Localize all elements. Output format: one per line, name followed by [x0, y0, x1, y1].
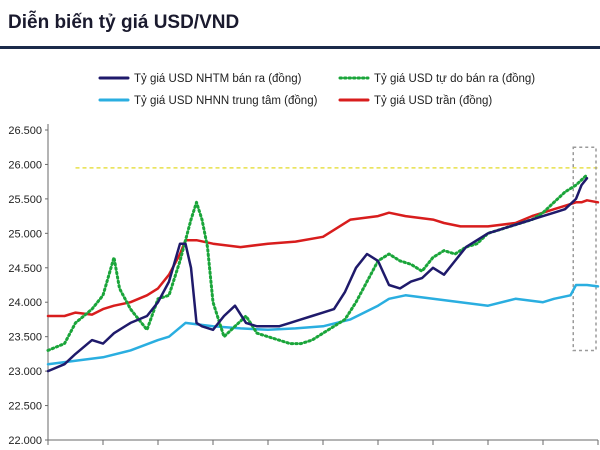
y-tick-label: 25.000 — [8, 228, 42, 240]
y-tick-label: 23.000 — [8, 366, 42, 378]
y-tick-label: 25.500 — [8, 194, 42, 206]
series-line-tran — [46, 199, 600, 318]
title-divider — [0, 46, 600, 49]
legend-label-tran: Tỷ giá USD trần (đồng) — [374, 95, 492, 107]
y-tick-label: 22.000 — [8, 435, 42, 447]
chart-title: Diễn biến tỷ giá USD/VND — [8, 12, 240, 33]
series-line-nhnn — [46, 283, 600, 366]
y-tick-label: 26.500 — [8, 125, 42, 137]
legend-label-tudo: Tỷ giá USD tự do bán ra (đồng) — [374, 73, 535, 85]
y-tick-label: 24.500 — [8, 263, 42, 275]
legend-label-nhnn: Tỷ giá USD NHNN trung tâm (đồng) — [134, 95, 318, 107]
y-tick-label: 26.000 — [8, 159, 42, 171]
y-tick-label: 24.000 — [8, 297, 42, 309]
y-tick-label: 23.500 — [8, 332, 42, 344]
series-line-nhtm — [46, 176, 589, 373]
y-tick-label: 22.500 — [8, 401, 42, 413]
legend-label-nhtm: Tỷ giá USD NHTM bán ra (đồng) — [134, 73, 302, 85]
highlight-box — [572, 146, 597, 352]
